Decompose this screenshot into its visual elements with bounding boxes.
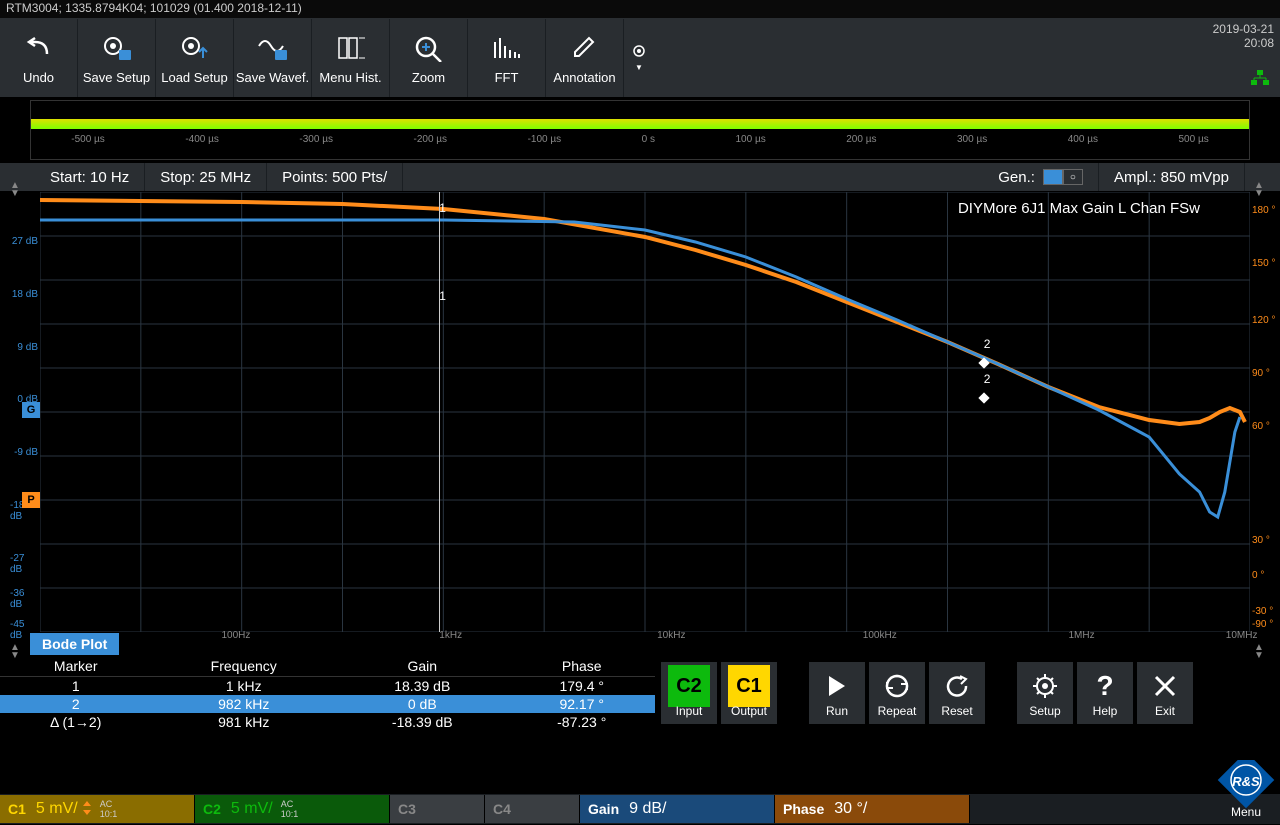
- gear-load-icon: [177, 30, 213, 66]
- gear-icon: [631, 43, 647, 59]
- bode-plot[interactable]: DIYMore 6J1 Max Gain L Chan FSw 27 dB18 …: [40, 192, 1250, 632]
- y-axis-phase: 180 °150 °120 °90 °60 °30 °0 °-30 °-90 °: [1250, 192, 1280, 632]
- marker-1-line[interactable]: [439, 192, 440, 632]
- svg-text:Menu: Menu: [1231, 805, 1261, 819]
- datetime: 2019-03-21 20:08: [1213, 22, 1274, 50]
- param-ampl[interactable]: Ampl.: 850 mVpp: [1099, 163, 1245, 191]
- param-points[interactable]: Points: 500 Pts/: [267, 163, 403, 191]
- help-icon: ?: [1096, 668, 1113, 704]
- save-wavef-button[interactable]: Save Wavef.: [234, 19, 312, 97]
- gear-icon: [1032, 668, 1058, 704]
- title-bar: RTM3004; 1335.8794K04; 101029 (01.400 20…: [0, 0, 1280, 18]
- toolbar-more-button[interactable]: ▼: [624, 19, 654, 97]
- help-button[interactable]: ? Help: [1077, 662, 1133, 724]
- undo-button[interactable]: Undo: [0, 19, 78, 97]
- annotation-button[interactable]: Annotation: [546, 19, 624, 97]
- tab-bode-plot[interactable]: Bode Plot: [30, 633, 119, 655]
- fft-icon: [489, 30, 525, 66]
- load-setup-button[interactable]: Load Setup: [156, 19, 234, 97]
- zoom-icon: [411, 30, 447, 66]
- params-bar: ▲▼ Start: 10 Hz Stop: 25 MHz Points: 500…: [0, 162, 1280, 192]
- phase-badge: P: [22, 492, 40, 508]
- param-start[interactable]: Start: 10 Hz: [35, 163, 145, 191]
- channel-phase[interactable]: Phase 30 °/: [775, 795, 970, 823]
- toolbar: Undo Save Setup Load Setup Save Wavef. M…: [0, 18, 1280, 98]
- repeat-button[interactable]: Repeat: [869, 662, 925, 724]
- channel-bar: C1 5 mV/ AC 10:1 C2 5 mV/ AC 10:1 C3 C4 …: [0, 794, 1280, 824]
- gear-save-icon: [99, 30, 135, 66]
- gain-badge: G: [22, 402, 40, 418]
- marker-1-label: 1: [439, 201, 446, 215]
- svg-text:R&S: R&S: [1232, 774, 1260, 789]
- run-button[interactable]: Run: [809, 662, 865, 724]
- reset-button[interactable]: Reset: [929, 662, 985, 724]
- bottom-panel: MarkerFrequencyGainPhase 11 kHz18.39 dB1…: [0, 656, 1280, 748]
- play-icon: [827, 668, 847, 704]
- close-icon: [1154, 668, 1176, 704]
- waveform-overview[interactable]: 0 V -500 µs-400 µs-300 µs-200 µs-100 µs0…: [30, 100, 1250, 160]
- undo-icon: [21, 30, 57, 66]
- marker-2-label: 2: [984, 372, 991, 386]
- exit-button[interactable]: Exit: [1137, 662, 1193, 724]
- scroll-down[interactable]: ▼: [1254, 652, 1270, 660]
- param-gen[interactable]: Gen.: ○: [983, 163, 1099, 191]
- channel-gain[interactable]: Gain 9 dB/: [580, 795, 775, 823]
- marker-2-label: 2: [984, 337, 991, 351]
- menu-hist-button[interactable]: Menu Hist.: [312, 19, 390, 97]
- marker-table[interactable]: MarkerFrequencyGainPhase 11 kHz18.39 dB1…: [0, 656, 655, 731]
- history-icon: [333, 30, 369, 66]
- plot-curves: [40, 192, 1250, 632]
- network-icon: [1250, 70, 1270, 91]
- pencil-icon: [567, 30, 603, 66]
- marker-1-label: 1: [439, 289, 446, 303]
- channel-c1[interactable]: C1 5 mV/ AC 10:1: [0, 795, 195, 823]
- input-channel-button[interactable]: C2 Input: [661, 662, 717, 724]
- reset-icon: [944, 668, 970, 704]
- wave-save-icon: [255, 30, 291, 66]
- repeat-icon: [883, 668, 911, 704]
- zoom-button[interactable]: Zoom: [390, 19, 468, 97]
- channel-c2[interactable]: C2 5 mV/ AC 10:1: [195, 795, 390, 823]
- output-channel-button[interactable]: C1 Output: [721, 662, 777, 724]
- rs-logo[interactable]: R&S Menu: [1216, 760, 1276, 820]
- channel-c4[interactable]: C4: [485, 795, 580, 823]
- param-stop[interactable]: Stop: 25 MHz: [145, 163, 267, 191]
- fft-button[interactable]: FFT: [468, 19, 546, 97]
- updown-icon: [82, 801, 92, 818]
- save-setup-button[interactable]: Save Setup: [78, 19, 156, 97]
- setup-button[interactable]: Setup: [1017, 662, 1073, 724]
- scroll-down[interactable]: ▼: [10, 652, 26, 660]
- waveform-trace: [31, 119, 1249, 129]
- channel-c3[interactable]: C3: [390, 795, 485, 823]
